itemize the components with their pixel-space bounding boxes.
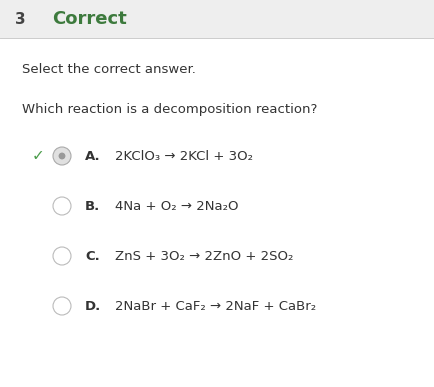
Bar — [0, 0, 434, 38]
Text: 2NaBr + CaF₂ → 2NaF + CaBr₂: 2NaBr + CaF₂ → 2NaF + CaBr₂ — [115, 300, 316, 312]
Text: Select the correct answer.: Select the correct answer. — [22, 63, 195, 76]
Text: A.: A. — [85, 149, 100, 163]
Text: 2KClO₃ → 2KCl + 3O₂: 2KClO₃ → 2KCl + 3O₂ — [115, 149, 253, 163]
Text: C.: C. — [85, 250, 99, 262]
Circle shape — [59, 152, 65, 159]
Circle shape — [53, 297, 71, 315]
Text: ZnS + 3O₂ → 2ZnO + 2SO₂: ZnS + 3O₂ → 2ZnO + 2SO₂ — [115, 250, 293, 262]
Circle shape — [53, 197, 71, 215]
Text: B.: B. — [85, 200, 100, 212]
Text: D.: D. — [85, 300, 101, 312]
Circle shape — [53, 247, 71, 265]
Circle shape — [53, 147, 71, 165]
Text: 4Na + O₂ → 2Na₂O: 4Na + O₂ → 2Na₂O — [115, 200, 238, 212]
Text: Correct: Correct — [52, 10, 126, 28]
Text: Which reaction is a decomposition reaction?: Which reaction is a decomposition reacti… — [22, 103, 317, 116]
Text: ✓: ✓ — [32, 149, 44, 163]
Text: 3: 3 — [15, 12, 25, 26]
